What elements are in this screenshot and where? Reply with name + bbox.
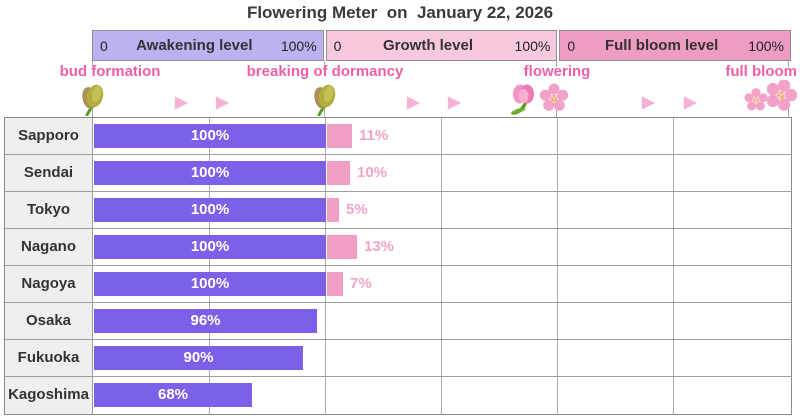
growth-bar — [327, 198, 339, 222]
gridline — [209, 118, 210, 414]
row-label: Osaka — [5, 303, 93, 339]
table-row: Sendai 100% 10% — [5, 155, 791, 192]
awakening-bar — [94, 124, 326, 148]
stage-tick — [92, 103, 93, 117]
stage-tick — [324, 103, 325, 117]
awakening-value: 68% — [157, 386, 189, 403]
row-label: Fukuoka — [5, 340, 93, 376]
growth-bar — [327, 124, 352, 148]
axis-tick — [556, 61, 557, 67]
legend-growth-max: 100% — [514, 37, 551, 54]
flowering-icon — [511, 83, 569, 115]
legend-full-bloom-max: 100% — [748, 37, 785, 54]
growth-value: 10% — [357, 164, 388, 181]
table-row: Tokyo 100% 5% — [5, 192, 791, 229]
legend-awakening-max: 100% — [280, 37, 317, 54]
meter-table: Sapporo 100% 11% Sendai 100% 10% Tokyo 100% 5% Na… — [4, 117, 792, 415]
stage-label-flowering: flowering — [523, 63, 591, 80]
awakening-value: 90% — [183, 349, 214, 366]
legend-awakening-min: 0 — [100, 37, 108, 54]
awakening-value: 100% — [190, 164, 230, 181]
axis-tick — [324, 61, 325, 67]
awakening-value: 100% — [190, 275, 230, 292]
table-row: Kagoshima 68% — [5, 377, 791, 414]
awakening-bar — [94, 346, 303, 370]
stage-tick — [788, 103, 789, 117]
growth-value: 7% — [350, 275, 372, 292]
row-label: Tokyo — [5, 192, 93, 228]
growth-value: 11% — [359, 127, 389, 144]
row-label: Nagano — [5, 229, 93, 265]
awakening-value: 100% — [190, 238, 230, 255]
gridline — [557, 118, 558, 414]
table-row: Nagoya 100% 7% — [5, 266, 791, 303]
gridline — [673, 118, 674, 414]
growth-value: 13% — [364, 238, 395, 255]
bud-icon — [82, 84, 104, 116]
legend-growth: 0 Growth level 100% — [325, 30, 558, 61]
legend-full-bloom-label: Full bloom level — [604, 37, 719, 54]
arrow-icon — [641, 96, 656, 110]
legend-full-bloom-min: 0 — [567, 37, 576, 54]
table-row: Sapporo 100% 11% — [5, 118, 791, 155]
stage-label-full-bloom: full bloom — [725, 63, 797, 80]
awakening-bar — [94, 309, 317, 333]
table-row: Osaka 96% — [5, 303, 791, 340]
full-bloom-icon — [744, 80, 798, 111]
legend-growth-label: Growth level — [382, 37, 474, 54]
gridline — [325, 118, 326, 414]
stage-label-bud-formation: bud formation — [59, 63, 161, 80]
growth-bar — [327, 272, 343, 296]
legend-growth-min: 0 — [333, 37, 342, 54]
legend-awakening-label: Awakening level — [136, 37, 253, 54]
arrow-icon — [683, 96, 698, 110]
axis-tick — [788, 61, 789, 67]
arrow-icon — [215, 96, 230, 110]
arrow-icon — [174, 96, 189, 110]
growth-bar — [327, 235, 357, 259]
row-label: Kagoshima — [5, 377, 93, 414]
arrow-icon — [447, 96, 462, 110]
row-label: Sendai — [5, 155, 93, 191]
bud-icon — [314, 84, 336, 116]
awakening-value: 100% — [190, 201, 230, 218]
arrow-icon — [406, 96, 421, 110]
legend-awakening: 0 Awakening level 100% — [92, 30, 324, 61]
awakening-bar — [94, 235, 326, 259]
page-title: Flowering Meter on January 22, 2026 — [246, 3, 554, 22]
awakening-bar — [94, 272, 326, 296]
awakening-bar — [94, 161, 326, 185]
gridline — [441, 118, 442, 414]
awakening-value: 96% — [190, 312, 221, 329]
row-label: Sapporo — [5, 118, 93, 154]
legend-full-bloom: 0 Full bloom level 100% — [559, 30, 792, 61]
table-row: Nagano 100% 13% — [5, 229, 791, 266]
legend-bar: 0 Awakening level 100% 0 Growth level 10… — [92, 30, 792, 61]
row-label: Nagoya — [5, 266, 93, 302]
table-row: Fukuoka 90% — [5, 340, 791, 377]
axis-tick — [92, 61, 93, 67]
awakening-bar — [94, 383, 252, 407]
growth-bar — [327, 161, 350, 185]
stage-label-breaking-of-dormancy: breaking of dormancy — [246, 63, 404, 80]
growth-value: 5% — [346, 201, 368, 218]
awakening-value: 100% — [190, 127, 230, 144]
awakening-bar — [94, 198, 326, 222]
